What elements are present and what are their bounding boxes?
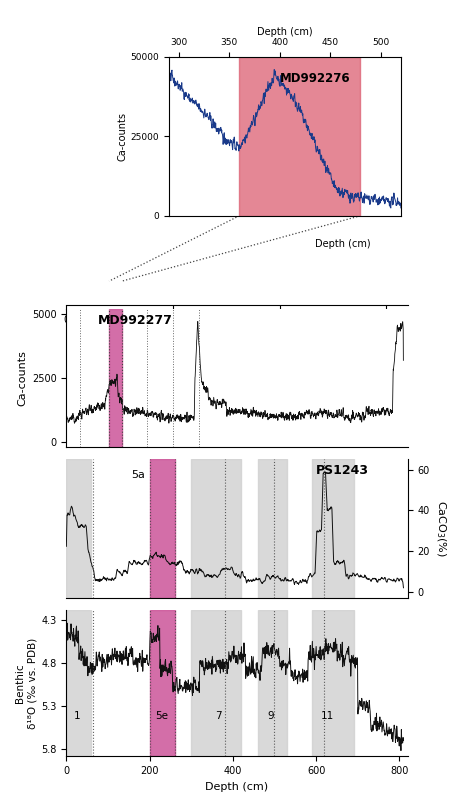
Bar [150,610,174,756]
Text: 11: 11 [321,710,334,721]
Y-axis label: Benthic
δ¹⁸O (‰ vs. PDB): Benthic δ¹⁸O (‰ vs. PDB) [16,638,37,729]
X-axis label: Depth (cm): Depth (cm) [205,782,269,792]
Text: 9: 9 [268,710,274,721]
Bar [66,459,91,598]
Bar [258,610,287,756]
Text: Depth (cm): Depth (cm) [315,239,371,249]
Bar [66,610,91,756]
Y-axis label: CaCO$_3$(%): CaCO$_3$(%) [434,501,448,557]
Text: MD992277: MD992277 [98,314,173,327]
Text: 5a: 5a [131,470,145,480]
Text: 1: 1 [73,710,80,721]
Bar [191,610,241,756]
Text: PS1243: PS1243 [316,463,369,477]
Bar [312,459,354,598]
Bar [312,610,354,756]
Bar [258,459,287,598]
Bar [191,459,241,598]
Text: 5e: 5e [155,710,169,721]
Bar [109,309,122,447]
Y-axis label: Ca-counts: Ca-counts [18,350,27,406]
Bar [150,459,174,598]
Text: 7: 7 [215,710,221,721]
